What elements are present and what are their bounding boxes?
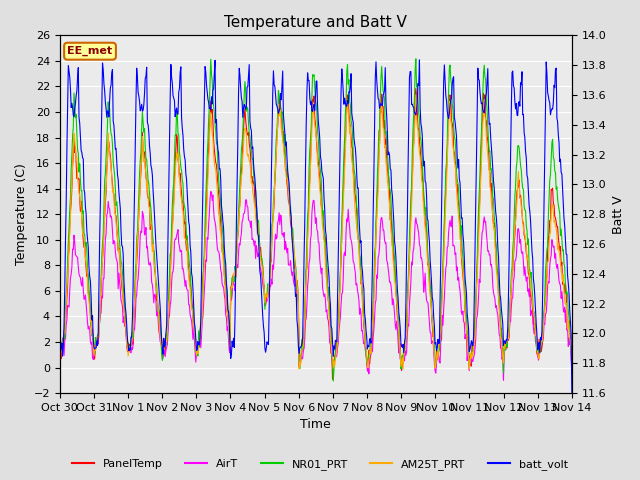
Title: Temperature and Batt V: Temperature and Batt V: [225, 15, 407, 30]
X-axis label: Time: Time: [300, 419, 331, 432]
Y-axis label: Temperature (C): Temperature (C): [15, 163, 28, 265]
Text: EE_met: EE_met: [67, 46, 113, 56]
Y-axis label: Batt V: Batt V: [612, 195, 625, 234]
Legend: PanelTemp, AirT, NR01_PRT, AM25T_PRT, batt_volt: PanelTemp, AirT, NR01_PRT, AM25T_PRT, ba…: [68, 455, 572, 474]
